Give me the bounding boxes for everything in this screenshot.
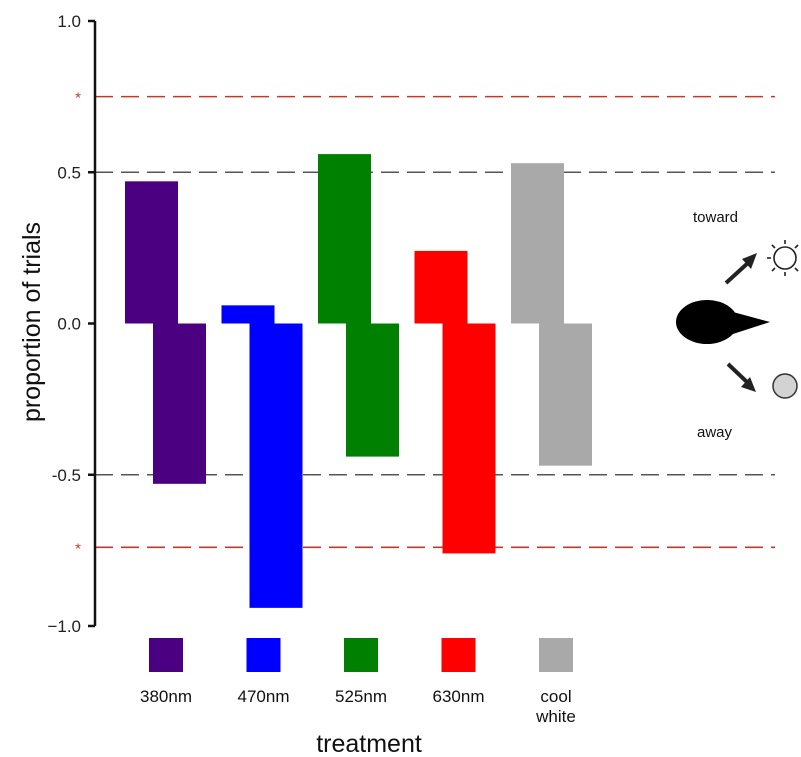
category-label-2: 525nm <box>335 687 387 706</box>
bar-away-4 <box>539 323 592 466</box>
swatch-3 <box>441 638 476 672</box>
grey-circle-icon <box>772 373 798 399</box>
bar-away-2 <box>346 323 399 457</box>
y-tick-label-0: 1.0 <box>57 12 81 31</box>
bar-toward-0 <box>125 181 178 324</box>
y-tick-label-2: 0.0 <box>57 315 81 334</box>
reference-line-marker-3: * <box>75 540 81 557</box>
arrow-toward-icon <box>724 253 757 285</box>
swatch-1 <box>246 638 281 672</box>
x-axis-label: treatment <box>316 730 422 757</box>
category-label-3: 630nm <box>433 687 485 706</box>
reference-lines: ** <box>75 90 775 557</box>
y-tick-label-1: 0.5 <box>57 163 81 182</box>
fish-icon <box>676 300 770 344</box>
bars <box>125 154 592 608</box>
bar-away-0 <box>153 323 206 484</box>
arrow-away-icon <box>726 362 756 392</box>
y-tick-label-3: -0.5 <box>52 466 81 485</box>
bar-toward-3 <box>414 250 468 324</box>
swatch-4 <box>539 638 573 672</box>
bar-toward-2 <box>318 154 371 324</box>
bar-away-1 <box>249 323 303 608</box>
legend-toward-label: toward <box>693 209 738 226</box>
category-swatches <box>149 638 573 672</box>
bar-toward-1 <box>221 305 275 324</box>
category-label-1: 470nm <box>238 687 290 706</box>
swatch-2 <box>344 638 378 672</box>
category-labels: 380nm 470nm 525nm 630nm cool white <box>140 687 576 726</box>
legend-away-label: away <box>697 424 733 441</box>
direction-legend: toward away <box>676 209 799 441</box>
y-tick-label-4: −1.0 <box>47 617 81 636</box>
bar-away-3 <box>442 323 496 554</box>
y-axis: 1.0 0.5 0.0 -0.5 −1.0 <box>47 12 97 636</box>
category-label-4: cool white <box>535 687 576 726</box>
y-axis-label: proportion of trials <box>18 222 46 422</box>
sun-icon <box>767 240 799 276</box>
swatch-0 <box>149 638 183 672</box>
bar-toward-4 <box>511 163 564 324</box>
category-label-0: 380nm <box>140 687 192 706</box>
reference-line-marker-2: * <box>75 90 81 107</box>
